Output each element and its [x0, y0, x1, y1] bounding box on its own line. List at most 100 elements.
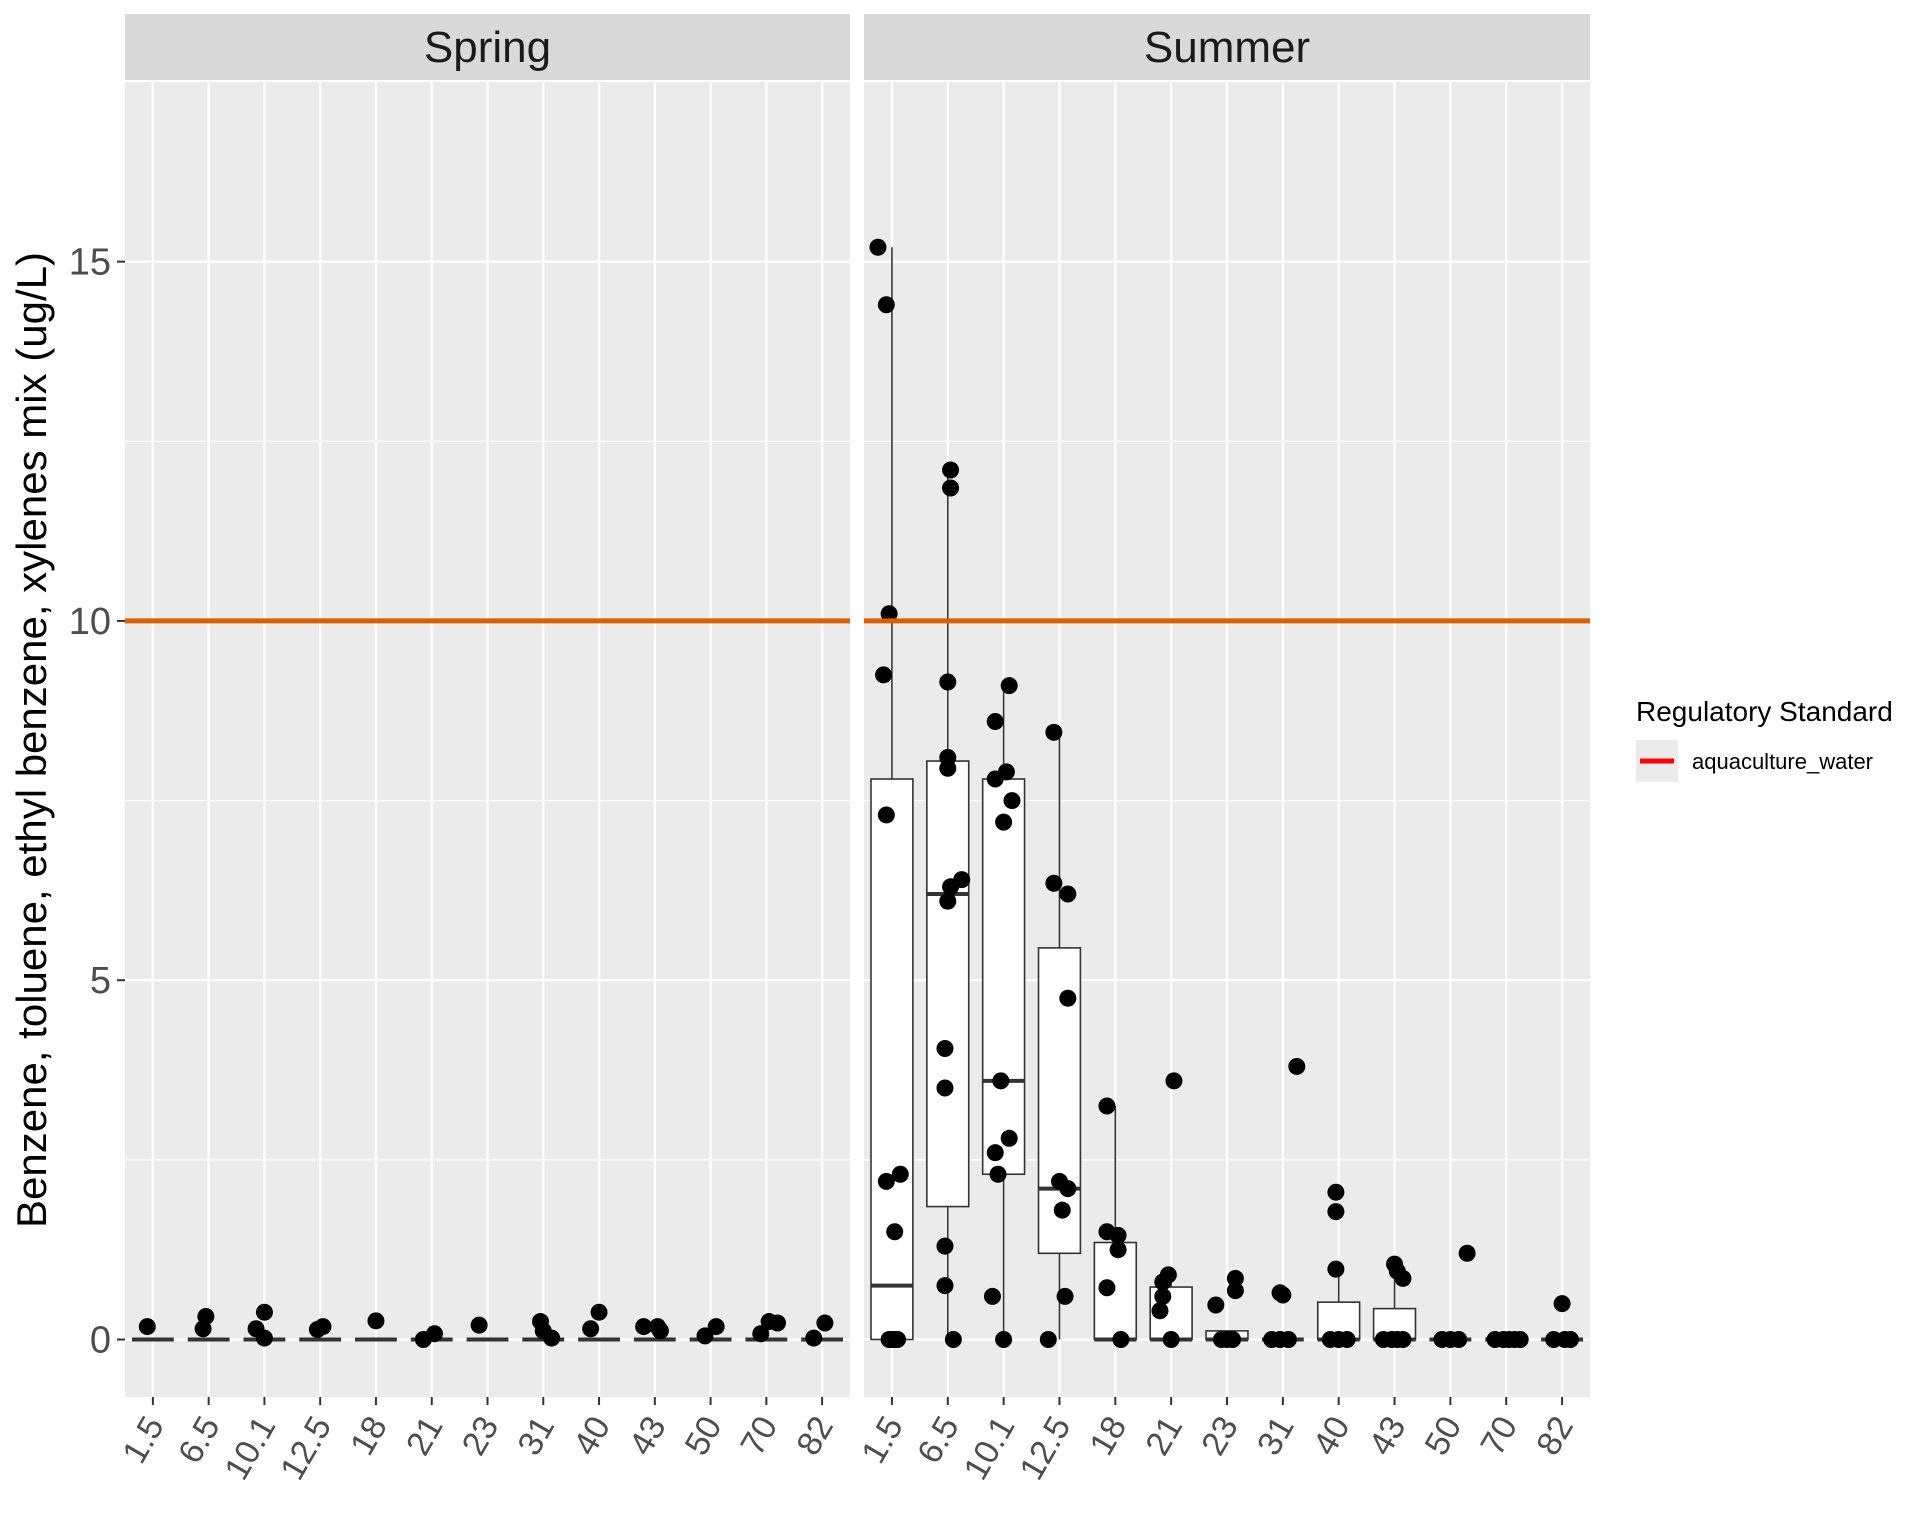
data-point: [992, 1072, 1010, 1090]
facet-strip-label: Summer: [1144, 23, 1310, 72]
data-point: [1226, 1269, 1244, 1287]
data-point: [255, 1303, 273, 1321]
data-point: [936, 1039, 954, 1057]
data-point: [651, 1322, 669, 1340]
legend: Regulatory Standard aquaculture_water: [1636, 696, 1893, 782]
data-point: [707, 1318, 725, 1336]
data-point: [995, 1331, 1013, 1349]
box-10.1: [981, 685, 1026, 1340]
data-point: [1288, 1057, 1306, 1075]
data-point: [939, 892, 957, 910]
data-point: [1553, 1295, 1571, 1313]
data-point: [942, 461, 960, 479]
data-point: [983, 1287, 1001, 1305]
data-point: [590, 1303, 608, 1321]
data-point: [1511, 1331, 1529, 1349]
y-axis-label: Benzene, toluene, ethyl benzene, xylenes…: [8, 252, 55, 1228]
data-point: [880, 605, 898, 623]
data-point: [1162, 1331, 1180, 1349]
data-point: [582, 1320, 600, 1338]
data-point: [1151, 1302, 1169, 1320]
facet-strip: [864, 14, 1590, 80]
data-point: [1458, 1244, 1476, 1262]
data-point: [986, 1144, 1004, 1162]
y-axis: 0 5 10 15: [69, 242, 125, 1362]
data-point: [939, 673, 957, 691]
data-point: [1154, 1287, 1172, 1305]
data-point: [543, 1329, 561, 1347]
data-point: [889, 1331, 907, 1349]
data-point: [752, 1325, 770, 1343]
facet-strip-label: Spring: [424, 23, 551, 72]
data-point: [986, 713, 1004, 731]
data-point: [696, 1327, 714, 1345]
data-point: [635, 1318, 653, 1336]
legend-label: aquaculture_water: [1692, 749, 1873, 774]
data-point: [1274, 1286, 1292, 1304]
facet-strip: [125, 14, 850, 80]
data-point: [1338, 1331, 1356, 1349]
data-point: [197, 1308, 215, 1326]
data-point: [891, 1165, 909, 1183]
data-point: [869, 238, 887, 256]
data-point: [1207, 1296, 1225, 1314]
data-point: [1154, 1273, 1172, 1291]
data-point: [1112, 1331, 1130, 1349]
data-point: [1224, 1331, 1242, 1349]
data-point: [936, 1237, 954, 1255]
box-iqr: [926, 760, 970, 1208]
data-point: [1165, 1072, 1183, 1090]
box-iqr: [870, 778, 914, 1341]
legend-title: Regulatory Standard: [1636, 696, 1893, 727]
data-point: [426, 1325, 444, 1343]
data-point: [1226, 1282, 1244, 1300]
y-tick-label: 15: [69, 242, 111, 284]
data-point: [877, 296, 895, 314]
data-point: [1098, 1097, 1116, 1115]
data-point: [367, 1312, 385, 1330]
data-point: [942, 479, 960, 497]
data-point: [1394, 1269, 1412, 1287]
data-point: [1000, 677, 1018, 695]
data-point: [1109, 1241, 1127, 1259]
box-iqr: [981, 778, 1026, 1176]
data-point: [1394, 1331, 1412, 1349]
data-point: [936, 1079, 954, 1097]
data-point: [1561, 1331, 1579, 1349]
data-point: [939, 759, 957, 777]
data-point: [986, 770, 1004, 788]
data-point: [995, 813, 1013, 831]
data-point: [877, 1172, 895, 1190]
data-point: [1000, 1129, 1018, 1147]
data-point: [314, 1318, 332, 1336]
data-point: [942, 878, 960, 896]
data-point: [1003, 792, 1021, 810]
data-point: [769, 1314, 786, 1332]
box-1.5: [870, 247, 914, 1341]
data-point: [255, 1329, 273, 1347]
data-point: [138, 1318, 156, 1336]
data-point: [1327, 1183, 1345, 1201]
data-point: [1059, 885, 1077, 903]
data-point: [877, 806, 895, 824]
data-point: [1045, 874, 1063, 892]
data-point: [1327, 1203, 1345, 1221]
data-point: [886, 1223, 904, 1241]
data-point: [875, 666, 893, 684]
data-point: [1279, 1331, 1297, 1349]
data-point: [1039, 1331, 1057, 1349]
data-point: [805, 1329, 823, 1347]
data-point: [470, 1316, 488, 1334]
data-point: [1098, 1279, 1116, 1297]
data-point: [936, 1277, 954, 1295]
data-point: [1109, 1226, 1127, 1244]
y-tick-label: 5: [90, 960, 111, 1002]
data-point: [1045, 723, 1063, 741]
data-point: [1056, 1287, 1074, 1305]
data-point: [944, 1331, 962, 1349]
data-point: [1450, 1331, 1468, 1349]
data-point: [816, 1314, 834, 1332]
